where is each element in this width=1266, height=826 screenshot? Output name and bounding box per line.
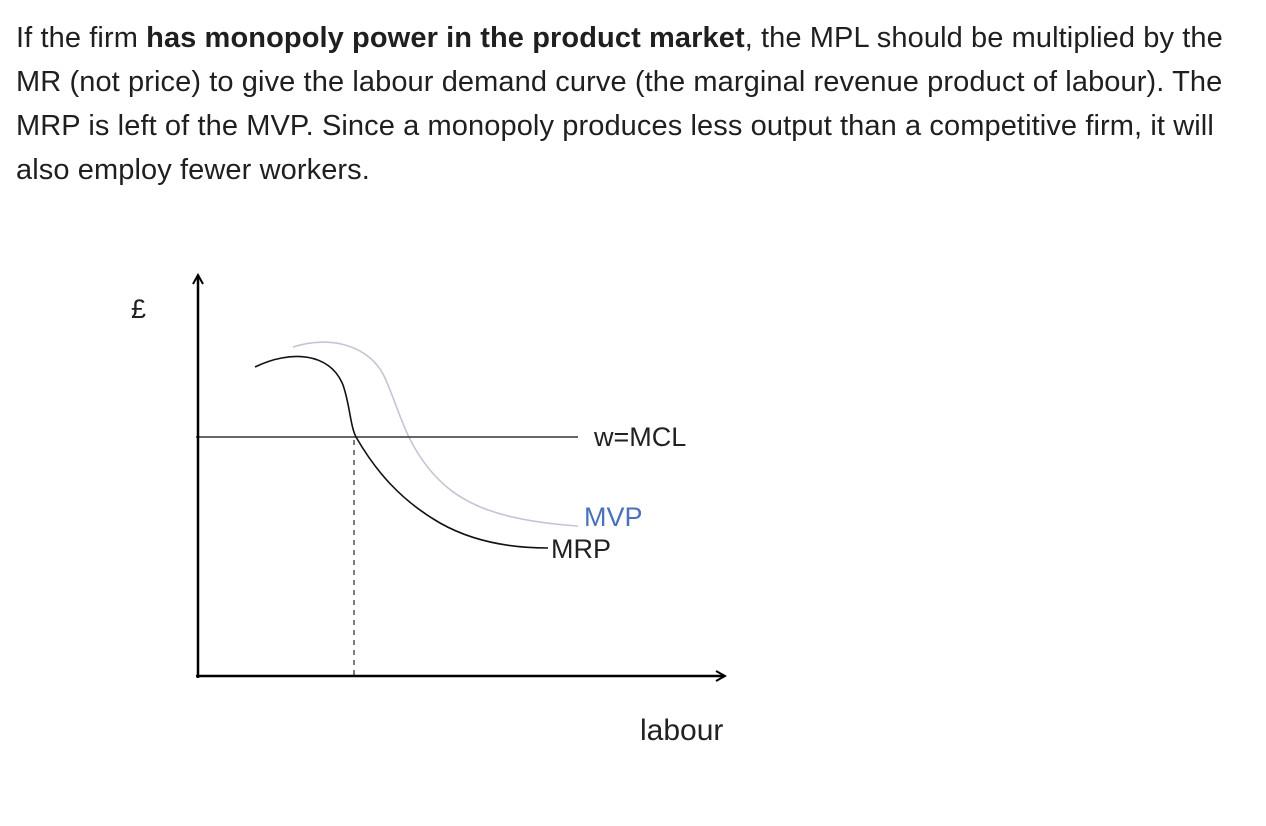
mvp-curve [292, 341, 579, 527]
x-axis-label: labour [640, 714, 723, 747]
y-axis-label: £ [131, 294, 146, 324]
paragraph-bold-phrase: has monopoly power in the product market [146, 22, 745, 54]
explanation-paragraph: If the firm has monopoly power in the pr… [16, 16, 1251, 192]
mvp-label: MVP [584, 502, 643, 532]
wage-line-label: w=MCL [593, 422, 686, 452]
paragraph-rest: , the MPL should be multiplied by the MR… [16, 22, 1223, 186]
paragraph-intro: If the firm [16, 22, 147, 54]
mrp-label: MRP [551, 534, 611, 564]
mrp-curve [254, 355, 549, 549]
